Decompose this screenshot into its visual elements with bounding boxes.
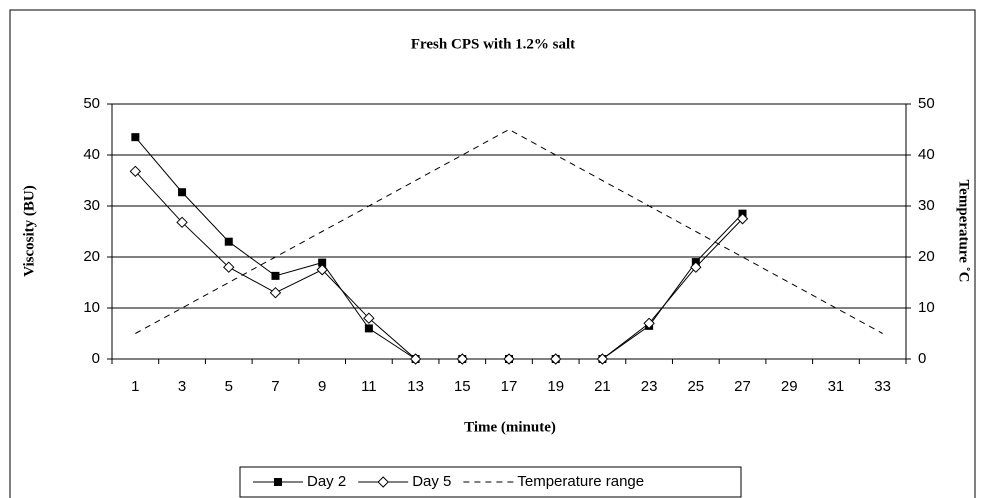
point — [178, 188, 187, 197]
x-tick-label: 3 — [178, 378, 186, 395]
point — [690, 261, 702, 273]
legend-marker — [377, 476, 389, 488]
point — [316, 264, 328, 276]
legend-label: Temperature range — [517, 473, 644, 490]
point — [549, 353, 562, 365]
point — [409, 353, 422, 365]
x-axis-title: Time (minute) — [464, 419, 556, 435]
point — [129, 165, 142, 178]
y2-tick-label: 20 — [918, 248, 935, 265]
point — [224, 237, 233, 246]
x-tick-label: 19 — [547, 378, 564, 395]
point — [269, 286, 282, 299]
point — [364, 324, 373, 333]
point — [643, 317, 655, 330]
point — [503, 353, 515, 365]
y-tick-label: 20 — [83, 248, 100, 265]
y-tick-label: 10 — [83, 299, 100, 316]
point — [131, 133, 140, 142]
y2-tick-label: 50 — [918, 95, 935, 112]
point — [736, 213, 749, 225]
y2-tick-label: 0 — [918, 350, 926, 367]
point — [456, 353, 469, 365]
point — [363, 312, 375, 324]
y-tick-label: 50 — [83, 95, 100, 112]
y2-tick-label: 30 — [918, 197, 935, 214]
point — [176, 216, 188, 229]
series-line — [135, 128, 883, 334]
x-tick-label: 9 — [318, 378, 326, 395]
x-tick-label: 33 — [874, 378, 891, 395]
y-tick-label: 0 — [92, 350, 100, 367]
y-tick-label: 30 — [83, 197, 100, 214]
y-tick-label: 40 — [83, 146, 100, 163]
x-tick-label: 15 — [454, 378, 471, 395]
point — [271, 271, 280, 280]
chart-border — [9, 9, 976, 498]
series-line — [134, 170, 743, 360]
legend-label: Day 5 — [412, 473, 451, 490]
x-tick-label: 25 — [687, 378, 704, 395]
point — [596, 353, 609, 365]
chart-title: Fresh CPS with 1.2% salt — [411, 36, 575, 52]
y-axis-title: Viscosity (BU) — [21, 185, 37, 277]
point — [223, 261, 235, 273]
x-tick-label: 21 — [594, 378, 611, 395]
x-tick-label: 31 — [828, 378, 845, 395]
x-tick-label: 29 — [781, 378, 798, 395]
x-tick-label: 13 — [407, 378, 424, 395]
x-tick-label: 27 — [734, 378, 751, 395]
x-tick-label: 17 — [501, 378, 518, 395]
legend-label: Day 2 — [307, 473, 346, 490]
x-tick-label: 1 — [131, 378, 139, 395]
y2-axis-title: Temperature ˚C — [956, 180, 972, 283]
x-tick-label: 5 — [225, 378, 233, 395]
x-tick-label: 7 — [271, 378, 279, 395]
x-tick-label: 11 — [361, 378, 377, 395]
x-tick-label: 23 — [641, 378, 658, 395]
y2-tick-label: 10 — [918, 299, 935, 316]
y2-tick-label: 40 — [918, 146, 935, 163]
legend-marker — [274, 478, 282, 486]
point — [318, 258, 327, 267]
